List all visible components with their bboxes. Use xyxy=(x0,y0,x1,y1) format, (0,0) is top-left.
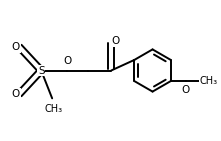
Text: O: O xyxy=(182,85,190,95)
Text: CH₃: CH₃ xyxy=(45,104,63,114)
Text: S: S xyxy=(38,66,44,75)
Text: O: O xyxy=(111,36,120,46)
Text: O: O xyxy=(63,56,71,66)
Text: O: O xyxy=(12,42,20,52)
Text: O: O xyxy=(12,89,20,99)
Text: CH₃: CH₃ xyxy=(200,76,218,86)
